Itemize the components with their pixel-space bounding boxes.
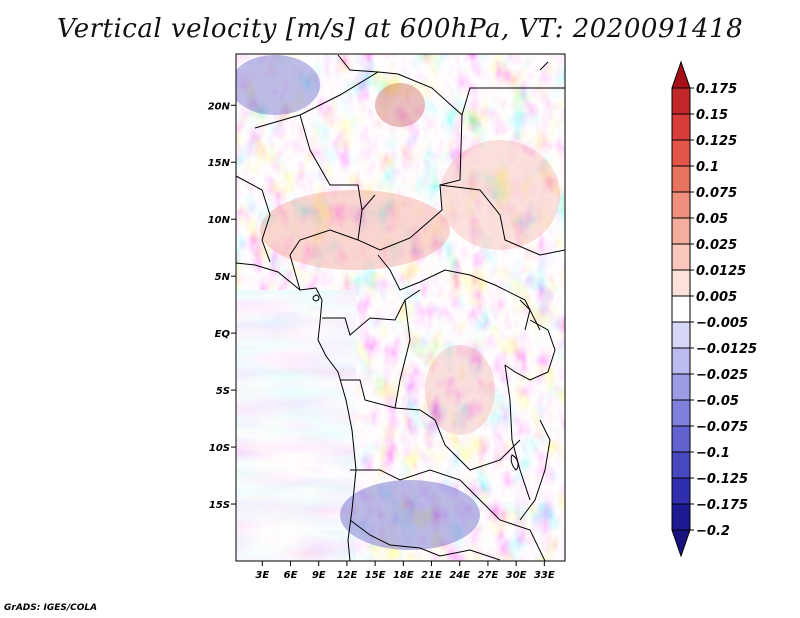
colorbar-segment	[671, 451, 691, 479]
lat-tick-label: 10N	[208, 215, 231, 226]
colorbar-segment	[671, 477, 691, 505]
country-borders	[236, 54, 565, 561]
colorbar-segment	[671, 139, 691, 167]
lat-tick-label: 15S	[209, 500, 230, 511]
colorbar-segment	[671, 217, 691, 245]
colorbar-label: 0.175	[696, 82, 737, 97]
colorbar-label: −0.2	[696, 524, 730, 539]
colorbar-label: −0.05	[696, 394, 739, 409]
colorbar-segment	[671, 529, 691, 558]
colorbar-segment	[671, 503, 691, 531]
lat-tick-label: 15N	[208, 158, 231, 169]
lon-tick-label: 9E	[312, 570, 326, 581]
lon-tick-label: 27E	[478, 570, 499, 581]
colorbar-segment	[671, 373, 691, 401]
colorbar-segment	[671, 87, 691, 115]
colorbar-segment	[671, 425, 691, 453]
colorbar-label: 0.1	[696, 160, 719, 175]
colorbar-segment	[671, 399, 691, 427]
latitude-axis: 20N 15N 10N 5N EQ 5S 10S 15S	[208, 101, 236, 511]
longitude-axis: 3E 6E 9E 12E 15E 18E 21E 24E 27E 30E 33E	[255, 561, 555, 581]
lat-tick-label: 10S	[209, 443, 230, 454]
colorbar-label: 0.005	[696, 290, 737, 305]
colorbar-segment	[671, 191, 691, 219]
colorbar: 0.175 0.15 0.125 0.1 0.075 0.05 0.025 0.0125 0.0…	[671, 60, 757, 558]
colorbar-label: −0.025	[696, 368, 748, 383]
colorbar-segment	[671, 165, 691, 193]
colorbar-label: −0.175	[696, 498, 748, 513]
colorbar-segment	[671, 269, 691, 297]
lon-tick-label: 3E	[255, 570, 269, 581]
colorbar-segment	[671, 295, 691, 323]
chart-title: Vertical velocity [m/s] at 600hPa, VT: 2…	[56, 14, 744, 44]
colorbar-segment	[671, 60, 691, 89]
lon-tick-label: 33E	[534, 570, 555, 581]
lat-tick-label: 20N	[208, 101, 231, 112]
lon-tick-label: 15E	[365, 570, 386, 581]
colorbar-label: 0.0125	[696, 264, 746, 279]
colorbar-label: 0.05	[696, 212, 728, 227]
colorbar-label: 0.125	[696, 134, 737, 149]
colorbar-label: 0.15	[696, 108, 728, 123]
colorbar-segment	[671, 243, 691, 271]
lat-tick-label: EQ	[215, 329, 231, 340]
lon-tick-label: 6E	[284, 570, 298, 581]
colorbar-label: −0.125	[696, 472, 748, 487]
lon-tick-label: 30E	[506, 570, 527, 581]
lon-tick-label: 21E	[421, 570, 442, 581]
map-frame	[235, 53, 566, 562]
colorbar-segment	[671, 321, 691, 349]
colorbar-label: 0.075	[696, 186, 737, 201]
lat-tick-label: 5N	[215, 272, 231, 283]
lon-tick-label: 24E	[449, 570, 470, 581]
lon-tick-label: 18E	[393, 570, 414, 581]
colorbar-label: −0.1	[696, 446, 730, 461]
lat-tick-label: 5S	[216, 386, 230, 397]
colorbar-segment	[671, 113, 691, 141]
colorbar-segment	[671, 347, 691, 375]
colorbar-label: −0.005	[696, 316, 748, 331]
grads-credit: GrADS: IGES/COLA	[4, 603, 98, 613]
lon-tick-label: 12E	[337, 570, 358, 581]
colorbar-label: 0.025	[696, 238, 737, 253]
colorbar-label: −0.0125	[696, 342, 757, 357]
velocity-field	[236, 54, 565, 561]
colorbar-label: −0.075	[696, 420, 748, 435]
